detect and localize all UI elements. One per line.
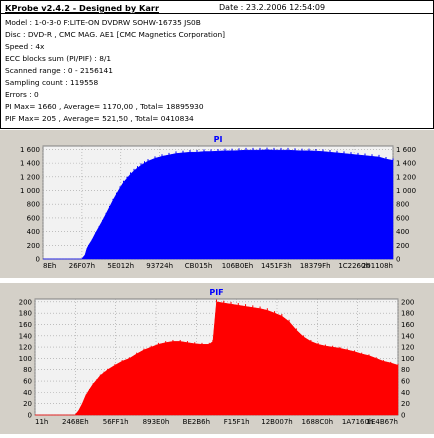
pif-y-tick-left: 180 xyxy=(19,310,32,318)
pif-y-tick-left: 80 xyxy=(23,366,32,374)
pi-y-tick-left: 0 xyxy=(36,256,40,264)
pif-chart-panel: PIF 0 0 20 20 40 40 60 60 80 80 100 100 120 120 140 140 1… xyxy=(0,283,434,434)
pi-y-tick-right: 400 xyxy=(396,228,409,236)
scan-date: Date : 23.2.2006 12:54:09 xyxy=(219,3,326,12)
pif-y-tick-right: 0 xyxy=(401,412,405,420)
info-model: Model : 1-0-3-0 F:LITE-ON DVDRW SOHW-167… xyxy=(5,18,201,27)
pif-y-tick-right: 180 xyxy=(401,310,414,318)
info-pi-stats: PI Max= 1660 , Average= 1170,00 , Total=… xyxy=(5,102,204,111)
pi-y-tick-right: 1 600 xyxy=(396,146,416,154)
pi-chart: PI 0 0 200 200 400 400 600 600 800 800 1 000 1 000 1 … xyxy=(0,130,434,278)
info-pif-stats: PIF Max= 205 , Average= 521,50 , Total= … xyxy=(5,114,194,123)
pif-y-tick-right: 140 xyxy=(401,332,414,340)
pi-y-tick-right: 1 400 xyxy=(396,160,416,168)
pif-chart-title: PIF xyxy=(209,288,223,297)
pif-x-tick-label: 1688C0h xyxy=(302,418,334,426)
pi-y-tick-right: 1 200 xyxy=(396,173,416,181)
pi-y-tick-right: 0 xyxy=(396,256,400,264)
pif-y-tick-left: 0 xyxy=(28,412,32,420)
pif-x-tick-label: 11h xyxy=(35,418,48,426)
pif-y-tick-right: 20 xyxy=(401,400,410,408)
pif-x-tick-label: 1E4B67h xyxy=(367,418,398,426)
pi-y-tick-left: 1 200 xyxy=(20,173,40,181)
info-panel: KProbe v2.4.2 - Designed by Karr Date : … xyxy=(0,0,434,129)
info-speed: Speed : 4x xyxy=(5,42,45,51)
pif-x-tick-label: 2468Eh xyxy=(62,418,89,426)
info-errors: Errors : 0 xyxy=(5,90,39,99)
pif-x-tick-label: 893E0h xyxy=(143,418,170,426)
pi-chart-panel: PI 0 0 200 200 400 400 600 600 800 800 1 000 1 000 1 … xyxy=(0,130,434,278)
app-title: KProbe v2.4.2 - Designed by Karr xyxy=(5,3,159,13)
pif-x-tick-label: F15F1h xyxy=(224,418,250,426)
pif-x-tick-label: 56FF1h xyxy=(103,418,129,426)
info-ecc-blocks: ECC blocks sum (PI/PIF) : 8/1 xyxy=(5,54,112,63)
pi-y-tick-right: 800 xyxy=(396,201,409,209)
pi-y-tick-left: 400 xyxy=(27,228,40,236)
pi-x-tick-label: 26F07h xyxy=(69,262,95,270)
pi-x-tick-label: 106B0Eh xyxy=(222,262,253,270)
pi-x-tick-label: 1451F3h xyxy=(261,262,292,270)
pif-y-tick-right: 120 xyxy=(401,344,414,352)
pif-y-tick-right: 160 xyxy=(401,321,414,329)
pif-y-tick-right: 200 xyxy=(401,298,414,306)
pif-x-tick-label: 12B007h xyxy=(261,418,293,426)
pif-y-tick-left: 60 xyxy=(23,378,32,386)
pi-y-tick-left: 800 xyxy=(27,201,40,209)
pif-y-tick-right: 80 xyxy=(401,366,410,374)
pif-x-tick-label: BE2B6h xyxy=(183,418,210,426)
pif-series-area xyxy=(35,301,399,416)
pif-y-tick-left: 120 xyxy=(19,344,32,352)
pif-y-tick-right: 40 xyxy=(401,389,410,397)
pi-y-tick-left: 1 400 xyxy=(20,160,40,168)
pif-x-tick-label: 1A7160h xyxy=(342,418,374,426)
pi-x-tick-label: 18379Fh xyxy=(300,262,331,270)
pi-y-tick-left: 600 xyxy=(27,214,40,222)
info-sampling-count: Sampling count : 119558 xyxy=(5,78,99,87)
pi-y-tick-right: 200 xyxy=(396,242,409,250)
pif-y-tick-right: 60 xyxy=(401,378,410,386)
header-divider xyxy=(1,13,433,14)
pif-y-tick-left: 40 xyxy=(23,389,32,397)
pif-y-tick-left: 140 xyxy=(19,332,32,340)
pi-y-tick-left: 1 600 xyxy=(20,146,40,154)
pi-y-tick-left: 200 xyxy=(27,242,40,250)
pif-y-tick-right: 100 xyxy=(401,355,414,363)
pif-y-tick-left: 160 xyxy=(19,321,32,329)
pi-x-tick-label: 93724h xyxy=(146,262,173,270)
pif-y-tick-left: 100 xyxy=(19,355,32,363)
pi-y-tick-left: 1 000 xyxy=(20,187,40,195)
pi-chart-title: PI xyxy=(214,135,223,144)
pi-y-tick-right: 600 xyxy=(396,214,409,222)
pi-series-area xyxy=(43,149,394,260)
pif-y-tick-left: 20 xyxy=(23,400,32,408)
info-disc: Disc : DVD-R , CMC MAG. AE1 [CMC Magneti… xyxy=(5,30,226,39)
pi-x-tick-label: CB015h xyxy=(185,262,213,270)
pi-x-tick-label: 8Eh xyxy=(43,262,56,270)
pi-x-tick-label: 5E012h xyxy=(107,262,134,270)
pi-x-tick-label: 201108h xyxy=(362,262,393,270)
info-scanned-range: Scanned range : 0 - 2156141 xyxy=(5,66,113,75)
pif-chart: PIF 0 0 20 20 40 40 60 60 80 80 100 100 120 120 140 140 1… xyxy=(0,283,434,434)
pi-x-tick-label: 1C2260h xyxy=(338,262,370,270)
pi-y-tick-right: 1 000 xyxy=(396,187,416,195)
pif-y-tick-left: 200 xyxy=(19,298,32,306)
